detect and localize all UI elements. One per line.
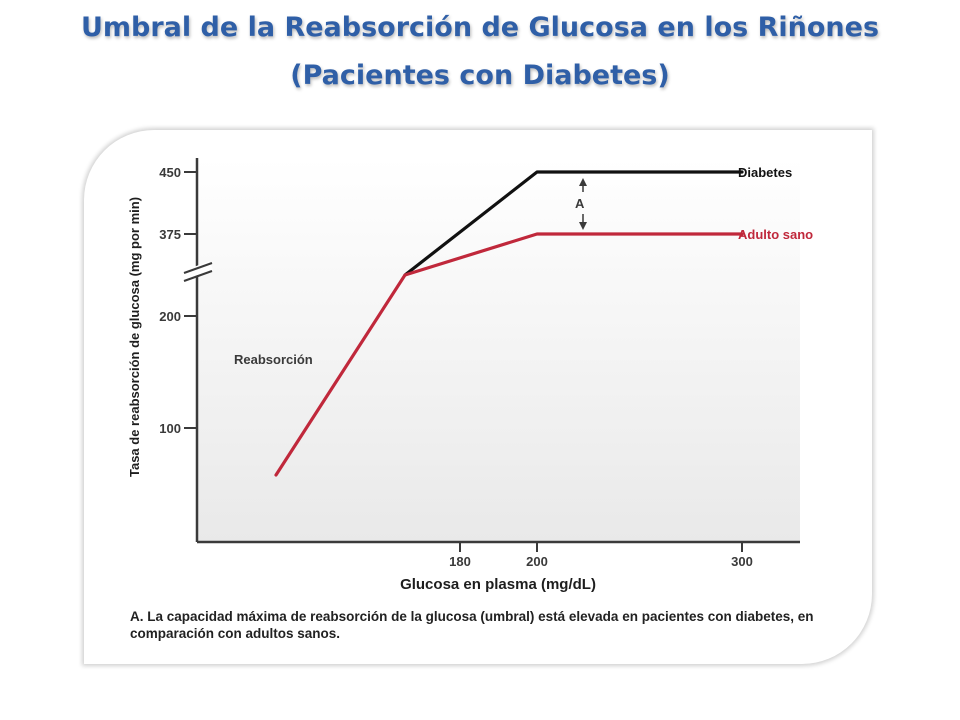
x-axis-title: Glucosa en plasma (mg/dL)	[400, 576, 596, 593]
gap-arrowhead-up	[579, 178, 587, 186]
y-tick-label: 100	[159, 421, 181, 436]
series-label-2: Adulto sano	[738, 227, 813, 242]
series-label-1: Diabetes	[738, 165, 792, 180]
reabsorption-label: Reabsorción	[234, 352, 313, 367]
x-tick-label: 300	[731, 554, 753, 569]
figure-caption: A. La capacidad máxima de reabsorción de…	[130, 609, 814, 641]
axes	[181, 158, 800, 544]
slide-title-line-2: (Pacientes con Diabetes)	[290, 60, 670, 91]
slide-title-line-1: Umbral de la Reabsorción de Glucosa en l…	[80, 12, 880, 43]
series-line-2	[274, 232, 744, 477]
y-tick-label: 450	[159, 165, 181, 180]
y-tick-label: 200	[159, 309, 181, 324]
x-tick-label: 200	[526, 554, 548, 569]
series-line-1	[403, 170, 744, 277]
plot-area	[197, 158, 800, 542]
gap-label: A	[575, 196, 585, 211]
y-axis-title: Tasa de reabsorción de glucosa (mg por m…	[127, 197, 142, 477]
y-axis-break	[181, 261, 213, 282]
y-tick-label: 375	[159, 227, 181, 242]
gap-arrowhead-down	[579, 222, 587, 230]
x-tick-label: 180	[449, 554, 471, 569]
